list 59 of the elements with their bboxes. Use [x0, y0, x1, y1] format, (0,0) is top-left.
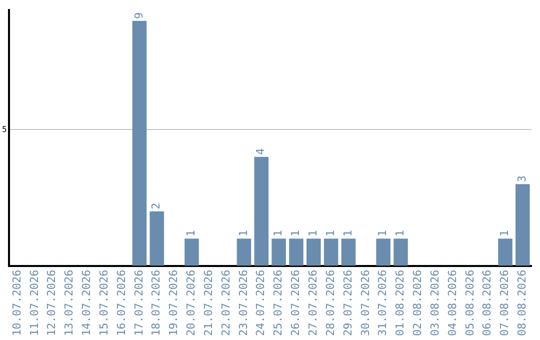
x-tick-label: 24.07.2026 — [254, 270, 268, 336]
x-tick-label: 04.08.2026 — [446, 270, 459, 336]
data-label: 1 — [184, 230, 198, 237]
x-tick-label: 06.08.2026 — [480, 270, 494, 336]
data-label: 1 — [394, 230, 407, 237]
x-tick-label: 03.08.2026 — [428, 270, 442, 336]
x-tick-label: 17.07.2026 — [132, 270, 146, 336]
bar — [306, 238, 321, 266]
x-tick-label: 08.08.2026 — [516, 270, 529, 336]
x-tick-label: 16.07.2026 — [114, 270, 128, 336]
x-tick-label: 18.07.2026 — [150, 270, 163, 336]
x-tick-label: 28.07.2026 — [324, 270, 337, 336]
x-tick-label: 12.07.2026 — [45, 270, 58, 336]
x-tick-label: 25.07.2026 — [272, 270, 285, 336]
x-tick-label: 22.07.2026 — [219, 270, 232, 336]
data-label: 1 — [376, 230, 390, 237]
data-label: 1 — [498, 230, 512, 237]
data-label: 4 — [254, 148, 268, 155]
bar — [254, 156, 269, 266]
bar — [184, 238, 199, 266]
bar — [272, 238, 286, 266]
x-tick-label: 05.08.2026 — [463, 270, 476, 336]
x-tick-label: 15.07.2026 — [97, 270, 110, 336]
x-tick-label: 02.08.2026 — [411, 270, 424, 336]
x-tick-label: 27.07.2026 — [306, 270, 320, 336]
data-label: 1 — [289, 230, 302, 237]
data-label: 3 — [516, 176, 529, 182]
bar — [289, 238, 304, 266]
bar — [324, 238, 338, 266]
bar — [376, 238, 390, 266]
bar — [150, 211, 164, 266]
x-tick-label: 07.08.2026 — [498, 270, 512, 336]
data-label: 1 — [341, 230, 354, 237]
data-label: 1 — [272, 230, 285, 237]
y-tick-label: 5 — [2, 124, 7, 134]
x-tick-label: 29.07.2026 — [341, 270, 354, 336]
bar — [394, 238, 408, 266]
x-tick-label: 13.07.2026 — [62, 270, 76, 336]
bar — [341, 238, 356, 266]
bar — [498, 238, 512, 266]
x-tick-label: 01.08.2026 — [394, 270, 407, 336]
x-tick-label: 11.07.2026 — [28, 270, 41, 336]
data-label: 1 — [236, 230, 250, 237]
x-tick-label: 31.07.2026 — [376, 270, 390, 336]
x-tick-label: 30.07.2026 — [358, 270, 372, 336]
bar — [516, 184, 530, 266]
x-tick-label: 20.07.2026 — [184, 270, 198, 336]
x-tick-label: 21.07.2026 — [202, 270, 215, 336]
x-tick-label: 14.07.2026 — [80, 270, 94, 336]
x-tick-label: 19.07.2026 — [167, 270, 180, 336]
x-tick-label: 23.07.2026 — [236, 270, 250, 336]
bar — [132, 20, 147, 266]
data-label: 1 — [324, 230, 337, 237]
x-tick-label: 26.07.2026 — [289, 270, 302, 336]
data-label: 2 — [150, 202, 163, 210]
data-label: 1 — [306, 230, 320, 237]
bar — [236, 238, 252, 266]
data-label: 9 — [132, 12, 146, 19]
x-tick-label: 10.07.2026 — [10, 270, 24, 336]
